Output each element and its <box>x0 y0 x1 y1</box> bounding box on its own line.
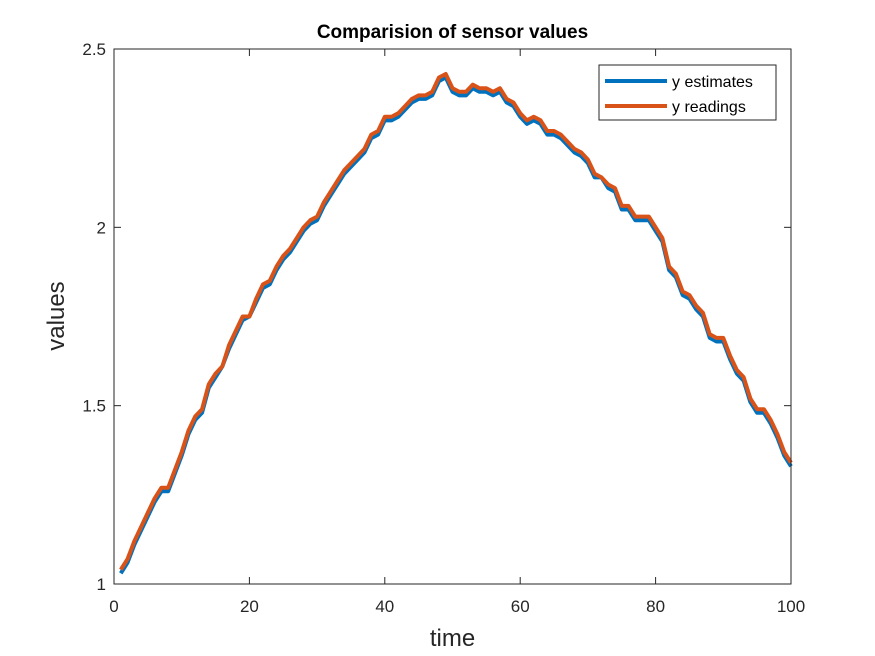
legend-label-y-estimates: y estimates <box>672 74 753 91</box>
x-tick-label: 60 <box>511 597 530 616</box>
x-tick-label: 40 <box>375 597 394 616</box>
y-tick-label: 2 <box>97 218 106 237</box>
y-tick-label: 1 <box>97 575 106 594</box>
x-tick-label: 80 <box>646 597 665 616</box>
x-tick-label: 0 <box>109 597 118 616</box>
y-axis-title: values <box>43 281 70 350</box>
axes-box <box>113 48 792 585</box>
legend-box <box>598 64 777 121</box>
series-line-y-readings <box>119 71 793 571</box>
chart-title: Comparision of sensor values <box>317 22 588 43</box>
y-tick-label: 1.5 <box>82 397 106 416</box>
series-layer <box>119 71 793 575</box>
legend-label-y-readings: y readings <box>672 99 746 116</box>
y-axis-ticks: 1 1.5 2 2.5 <box>82 40 791 594</box>
x-tick-label: 20 <box>240 597 259 616</box>
x-tick-label: 100 <box>777 597 805 616</box>
x-axis-ticks: 0 20 40 60 80 100 <box>109 49 805 616</box>
y-tick-label: 2.5 <box>82 40 106 59</box>
plot-area <box>114 49 791 584</box>
legend: y estimates y readings <box>598 64 777 121</box>
x-axis-title: time <box>430 625 475 652</box>
